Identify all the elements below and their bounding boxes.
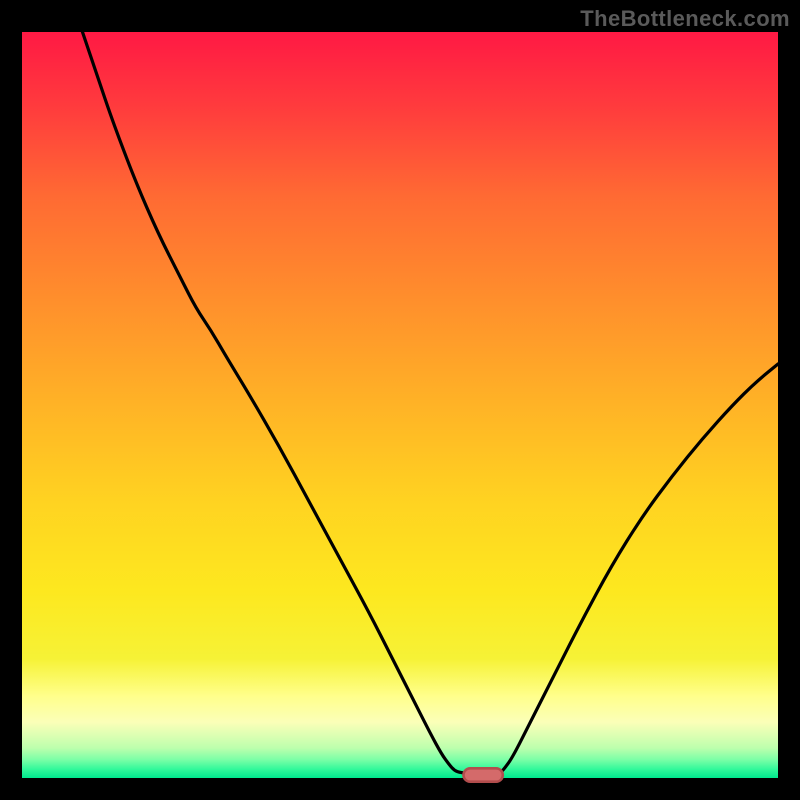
bottleneck-chart [0,0,800,800]
plot-background [22,32,778,778]
valley-marker [464,768,503,781]
watermark-text: TheBottleneck.com [580,6,790,32]
